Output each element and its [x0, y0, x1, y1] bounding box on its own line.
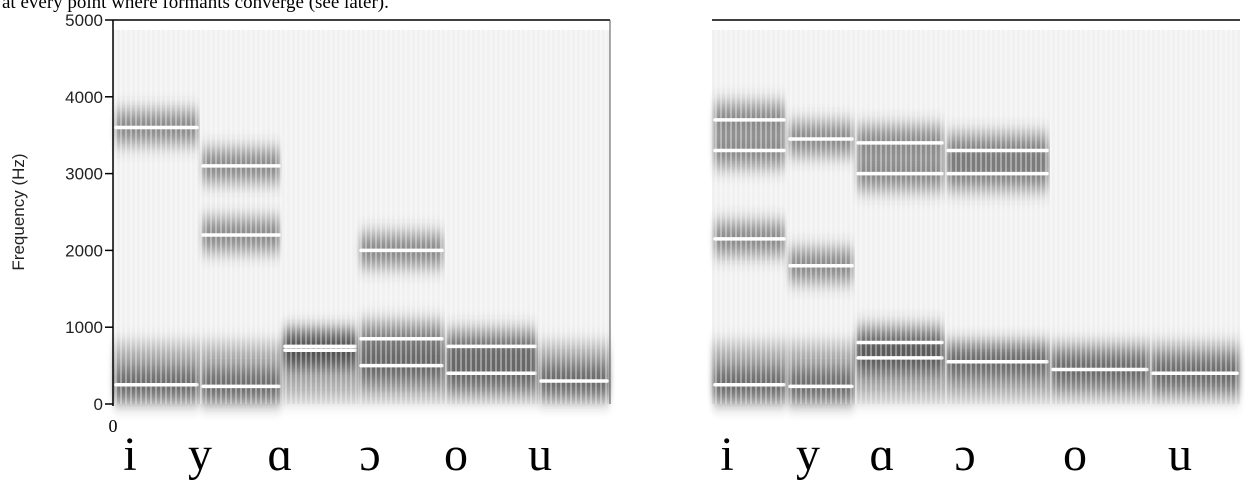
- x-origin-label: 0: [109, 416, 118, 436]
- vowel-label: o: [444, 428, 468, 481]
- spectrogram-texture: [855, 30, 945, 404]
- spectrogram-texture: [787, 30, 855, 404]
- spectrogram-texture: [200, 30, 282, 404]
- y-tick-label: 1000: [65, 318, 103, 337]
- spectrogram-texture: [1050, 30, 1150, 404]
- spectrogram-texture: [113, 30, 200, 404]
- y-axis-label: Frequency (Hz): [9, 153, 28, 270]
- vowel-label: u: [528, 428, 552, 481]
- vowel-label: i: [720, 428, 733, 481]
- spectrogram-texture: [1150, 30, 1240, 404]
- spectrogram-texture: [945, 30, 1050, 404]
- vowel-label: ɑ: [267, 428, 292, 481]
- spectrogram-texture: [712, 30, 787, 404]
- y-tick-label: 5000: [65, 11, 103, 30]
- vowel-label: i: [123, 428, 136, 481]
- y-tick-label: 2000: [65, 241, 103, 260]
- vowel-label: ɔ: [359, 428, 380, 481]
- vowel-label: y: [188, 428, 212, 481]
- vowel-label: u: [1168, 428, 1192, 481]
- spectrogram-texture: [282, 30, 358, 404]
- vowel-label: ɔ: [954, 428, 975, 481]
- spectrogram-texture: [358, 30, 445, 404]
- y-tick-label: 4000: [65, 88, 103, 107]
- vowel-label: o: [1063, 428, 1087, 481]
- vowel-label: y: [796, 428, 820, 481]
- y-tick-label: 3000: [65, 165, 103, 184]
- vowel-label: ɑ: [869, 428, 894, 481]
- y-tick-label: 0: [94, 395, 103, 414]
- spectrogram-texture: [538, 30, 610, 404]
- spectrogram-texture: [445, 30, 538, 404]
- text-line: at every point where formants converge (…: [2, 0, 389, 13]
